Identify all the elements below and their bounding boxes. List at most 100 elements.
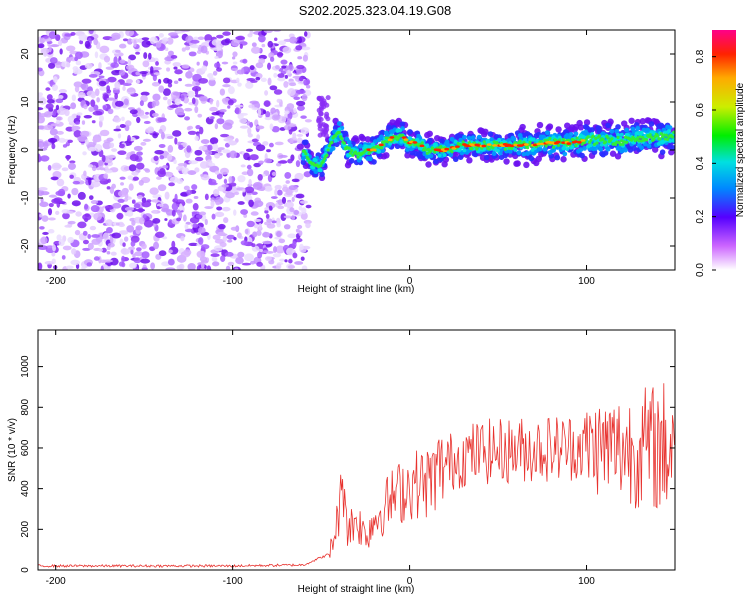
- trace-cell: [658, 137, 662, 141]
- noise-cell: [110, 251, 117, 256]
- trace-cell: [433, 158, 439, 165]
- trace-cell: [668, 149, 675, 156]
- noise-cell: [251, 191, 258, 195]
- noise-cell: [143, 219, 154, 228]
- noise-cell: [153, 155, 159, 162]
- trace-cell: [397, 136, 401, 140]
- trace-cell: [426, 137, 433, 144]
- snr-y-tick-label: 800: [20, 399, 31, 416]
- noise-cell: [129, 154, 139, 162]
- noise-cell: [136, 162, 145, 170]
- spectrogram-x-axis: -200 -100 0 100: [46, 30, 595, 287]
- trace-cell: [555, 126, 562, 133]
- noise-cell: [210, 253, 220, 258]
- noise-cell: [222, 149, 231, 154]
- trace-cell: [347, 146, 351, 150]
- trace-cell: [348, 158, 355, 164]
- noise-cell: [263, 100, 271, 108]
- noise-cell: [55, 104, 60, 111]
- trace-cell: [670, 135, 675, 139]
- trace-peak-cell: [387, 138, 393, 142]
- trace-cell: [319, 164, 323, 168]
- noise-cell: [275, 263, 282, 270]
- noise-cell: [214, 56, 219, 60]
- noise-cell: [178, 78, 182, 82]
- noise-cell: [242, 58, 248, 64]
- noise-cell: [288, 128, 293, 135]
- trace-cell: [545, 138, 550, 142]
- trace-cell: [618, 142, 623, 147]
- trace-cell: [525, 151, 531, 156]
- noise-cell: [174, 69, 183, 75]
- noise-cell: [171, 202, 179, 211]
- noise-cell: [286, 117, 291, 125]
- noise-cell: [201, 65, 207, 72]
- noise-cell: [100, 265, 104, 270]
- figure-title: S202.2025.323.04.19.G08: [299, 3, 452, 18]
- trace-cell: [518, 139, 522, 143]
- trace-peak-cell: [451, 147, 457, 150]
- noise-cell: [287, 88, 296, 97]
- noise-cell: [253, 218, 262, 222]
- noise-cell: [106, 85, 111, 92]
- trace-cell: [412, 138, 416, 142]
- noise-cell: [298, 76, 304, 82]
- noise-cell: [249, 121, 254, 128]
- noise-cell: [204, 34, 213, 42]
- trace-cell: [624, 127, 630, 133]
- noise-cell: [49, 57, 58, 64]
- noise-cell: [216, 67, 222, 72]
- snr-y-tick-label: 400: [20, 480, 31, 497]
- noise-cell: [119, 59, 126, 64]
- noise-cell: [67, 162, 76, 170]
- trace-cell: [433, 142, 438, 147]
- trace-cell: [604, 140, 608, 144]
- trace-cell: [625, 133, 630, 138]
- trace-cell: [516, 150, 522, 156]
- noise-cell: [236, 232, 242, 239]
- noise-cell: [210, 116, 215, 120]
- noise-cell: [167, 258, 175, 266]
- noise-cell: [184, 116, 190, 121]
- noise-cell: [155, 41, 162, 48]
- noise-cell: [197, 113, 203, 118]
- trace-cell: [639, 130, 644, 135]
- noise-cell: [156, 176, 162, 180]
- noise-cell: [281, 65, 287, 69]
- noise-cell: [235, 35, 246, 41]
- noise-cell: [55, 210, 60, 215]
- noise-cell: [67, 139, 73, 143]
- trace-cell: [589, 127, 595, 133]
- noise-cell: [165, 267, 176, 270]
- trace-cell: [568, 132, 574, 137]
- noise-cell: [83, 114, 93, 119]
- trace-cell: [394, 135, 398, 139]
- colorbar-tick-label: 0.8: [695, 49, 706, 63]
- noise-cell: [284, 171, 292, 179]
- noise-cell: [194, 106, 199, 114]
- noise-cell: [102, 232, 110, 240]
- trace-cell: [619, 132, 624, 137]
- noise-cell: [214, 123, 219, 130]
- noise-cell: [99, 45, 110, 54]
- noise-cell: [67, 193, 71, 199]
- noise-cell: [190, 39, 200, 44]
- noise-cell: [101, 247, 107, 253]
- snr-x-tick-label: -100: [223, 576, 243, 587]
- noise-cell: [91, 165, 97, 172]
- noise-cell: [286, 103, 295, 111]
- trace-peak-cell: [401, 136, 407, 139]
- noise-cell: [262, 231, 271, 238]
- noise-cell: [217, 231, 226, 237]
- noise-cell: [152, 93, 161, 101]
- noise-cell: [126, 87, 135, 93]
- noise-cell: [223, 217, 229, 224]
- noise-cell: [208, 182, 218, 186]
- trace-cell: [342, 141, 346, 145]
- noise-cell: [94, 51, 99, 59]
- noise-cell: [81, 78, 92, 84]
- noise-cell: [162, 96, 168, 101]
- trace-cell: [621, 142, 625, 146]
- noise-cell: [305, 84, 311, 89]
